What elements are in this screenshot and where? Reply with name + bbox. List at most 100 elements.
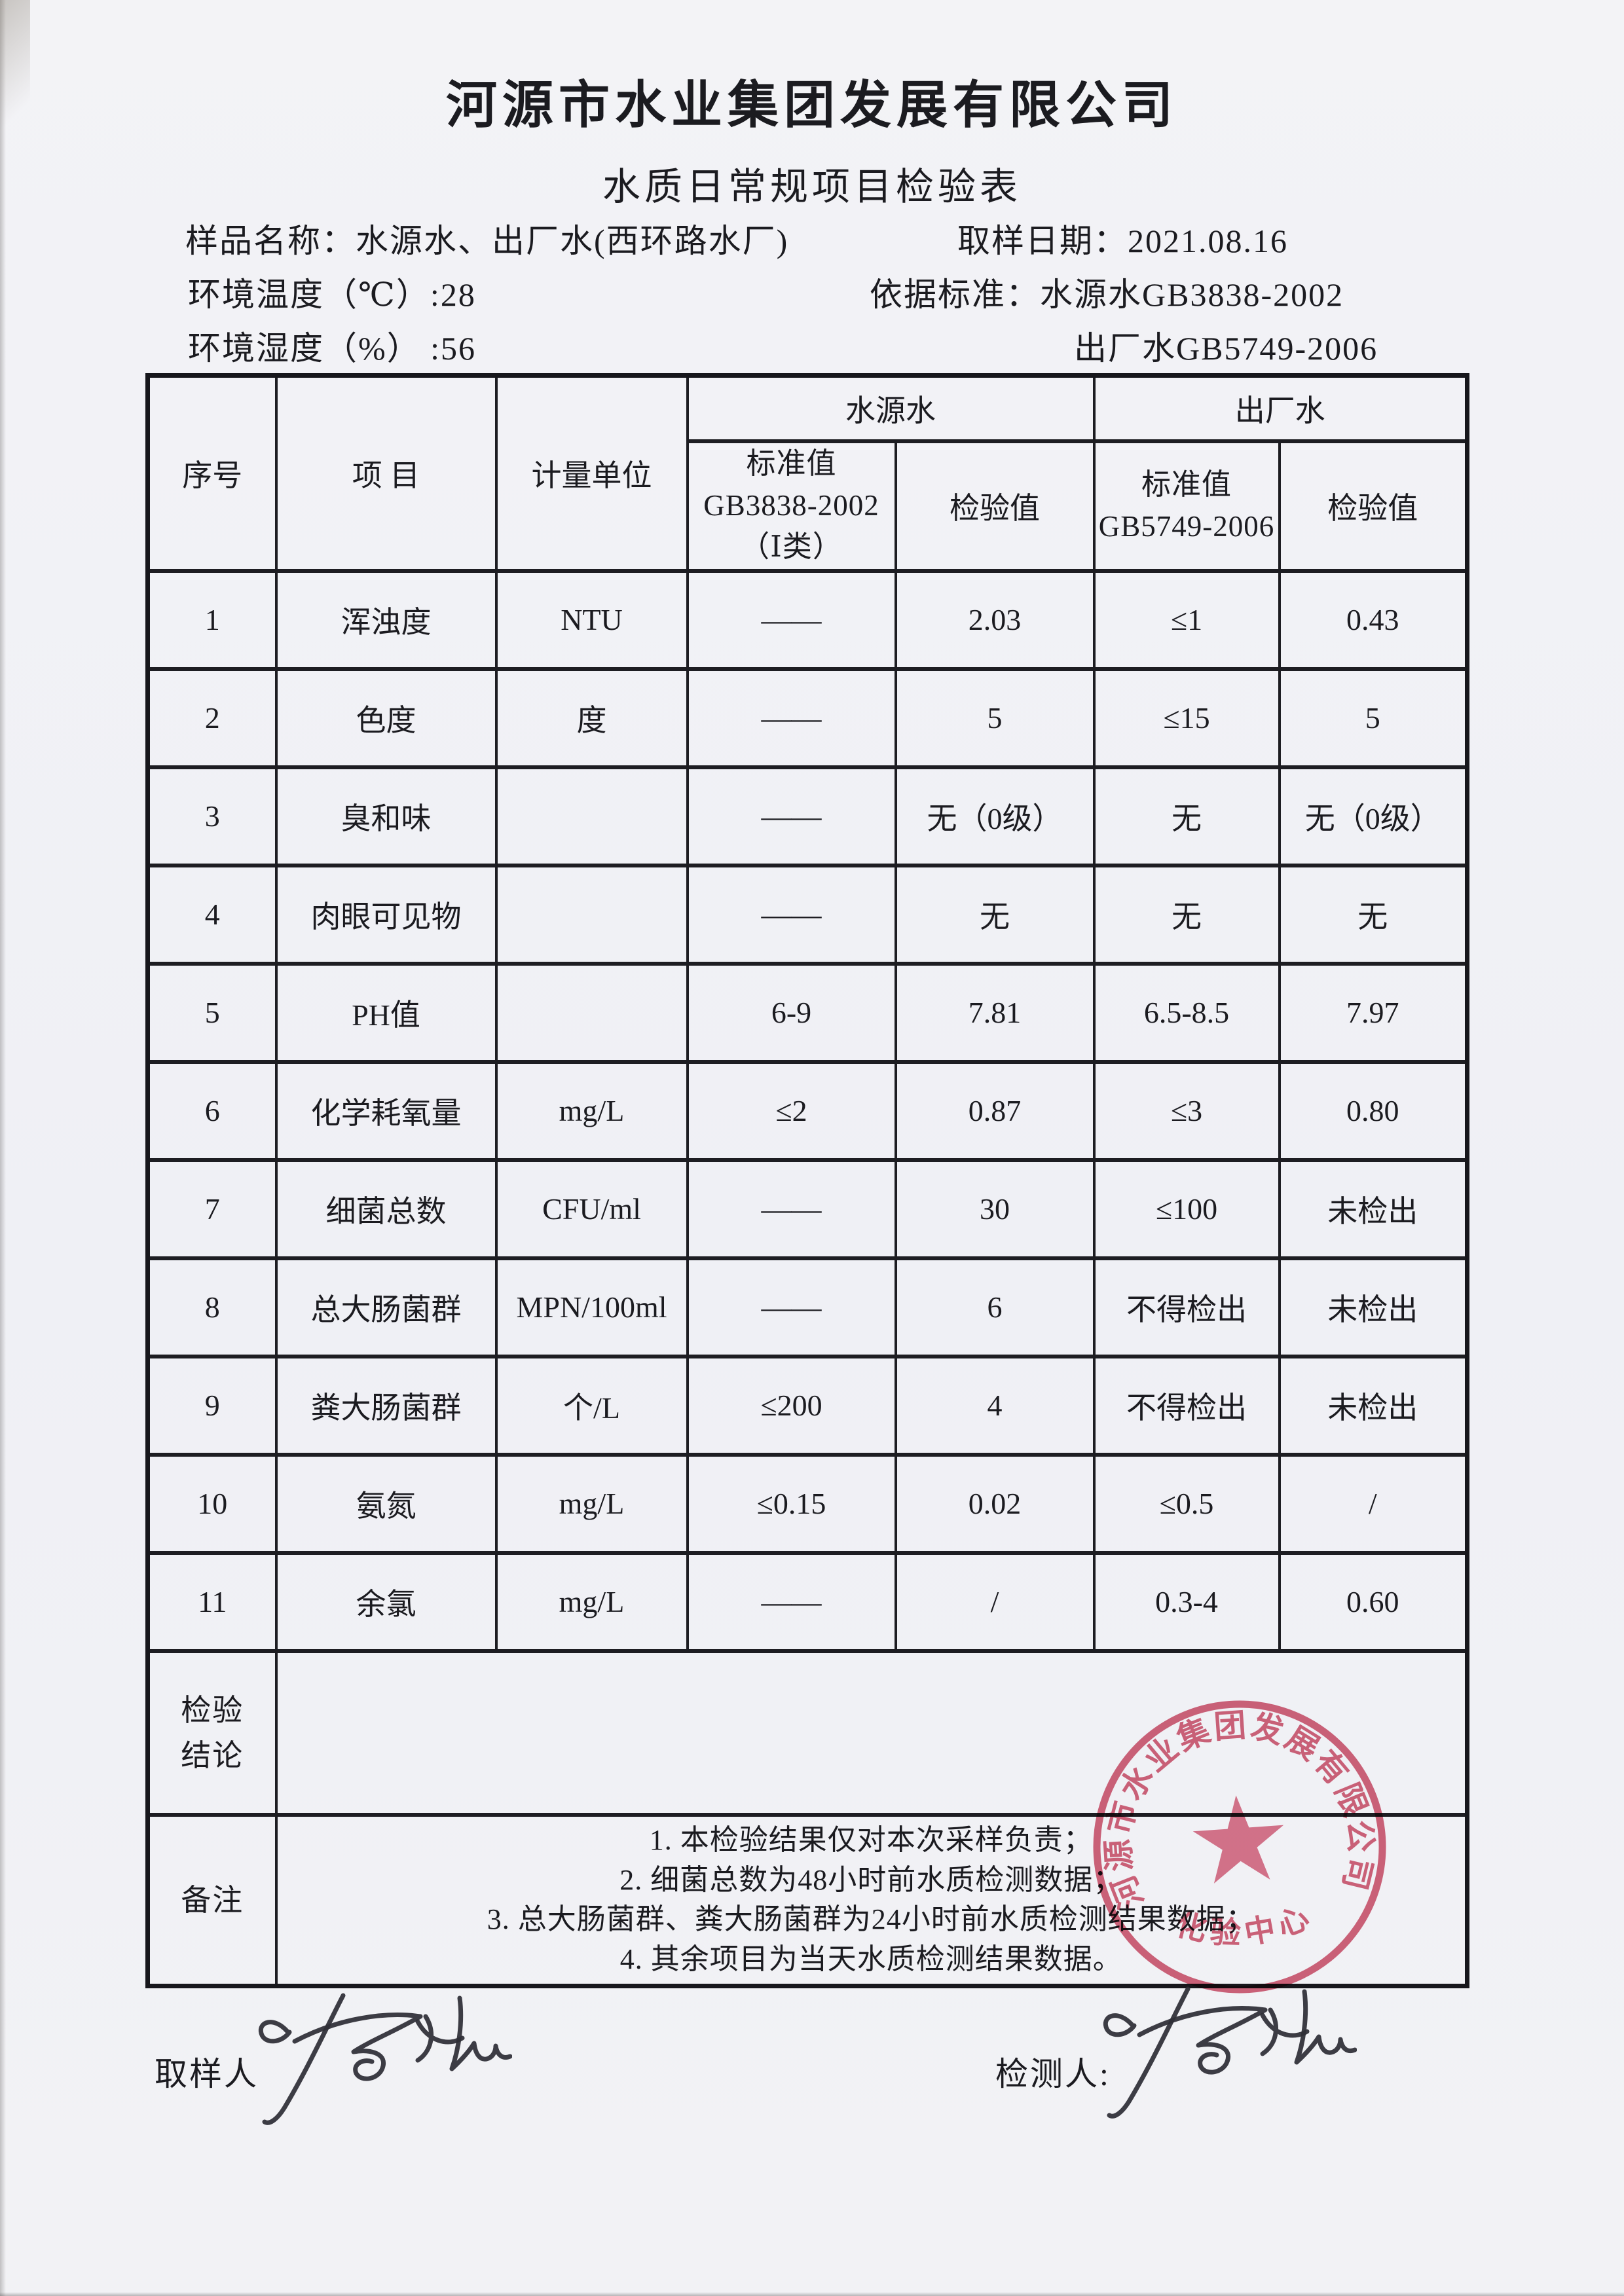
- table-row: 3 臭和味 —— 无（0级）无无（0级）: [146, 765, 1469, 867]
- cell-item: 余氯: [274, 1550, 498, 1653]
- cell-std_source: ——: [686, 1157, 897, 1260]
- cell-item: 总大肠菌群: [274, 1256, 498, 1358]
- conclusion-label-line2: 结论: [181, 1738, 244, 1772]
- cell-val_factory: 0.43: [1278, 568, 1469, 671]
- cell-no: 7: [146, 1157, 278, 1260]
- cell-val_factory: 未检出: [1278, 1157, 1469, 1260]
- standard-basis: 依据标准：水源水GB3838-2002: [870, 276, 1344, 313]
- tester-signature: [1103, 1986, 1357, 2119]
- table-row: 10 氨氮 mg/L ≤0.15 0.02 ≤0.5/: [146, 1452, 1469, 1555]
- col-header-checkvalue-source: 检验值: [894, 439, 1096, 573]
- table-header-group-row: 序号 项 目 计量单位 水源水 出厂水: [146, 373, 1469, 573]
- env-temperature: 环境温度（℃）:28: [188, 276, 476, 313]
- table-row: 5 PH值 6-9 7.81 6.5-8.5 7.97: [146, 961, 1469, 1064]
- company-title: 河源市水业集团发展有限公司: [445, 77, 1178, 134]
- cell-std_source: ——: [686, 568, 897, 671]
- scan-edge-bottom: [0, 2292, 1624, 2296]
- cell-unit: NTU: [494, 568, 689, 671]
- cell-unit: [494, 961, 689, 1064]
- cell-val_factory: 无（0级）: [1278, 765, 1469, 867]
- conclusion-label: 检验 结论: [146, 1649, 278, 1817]
- cell-val_source: 2.03: [894, 568, 1096, 671]
- sampler-label: 取样人: [155, 2056, 259, 2092]
- cell-val_source: 4: [894, 1354, 1096, 1457]
- cell-no: 3: [146, 765, 278, 867]
- cell-item: 氨氮: [274, 1452, 498, 1555]
- cell-std_source: ——: [686, 863, 897, 966]
- cell-no: 4: [146, 863, 278, 966]
- cell-no: 6: [146, 1059, 278, 1162]
- table-row: 6 化学耗氧量 mg/L ≤2 0.87 ≤3 0.80: [146, 1059, 1469, 1162]
- table-row: 8 总大肠菌群 MPN/100ml —— 6 不得检出 未检出: [146, 1256, 1469, 1358]
- cell-unit: [494, 863, 689, 966]
- remarks-label-text: 备注: [181, 1883, 244, 1917]
- cell-item: 肉眼可见物: [274, 863, 498, 966]
- col-group-factory-water: 出厂水: [1092, 373, 1469, 443]
- std-source-line3: （Ⅰ类）: [740, 530, 843, 564]
- conclusion-label-line1: 检验: [181, 1693, 244, 1727]
- cell-val_factory: /: [1278, 1452, 1469, 1555]
- cell-item: 色度: [274, 666, 498, 769]
- cell-unit: [494, 765, 689, 867]
- remarks-row: 备注 1. 本检验结果仅对本次采样负责； 2. 细菌总数为48小时前水质检测数据…: [146, 1812, 1469, 1988]
- table-row: 1 浑浊度 NTU —— 2.03 ≤1 0.43: [146, 568, 1469, 671]
- cell-no: 1: [146, 568, 278, 671]
- sample-date: 取样日期：2021.08.16: [957, 223, 1288, 259]
- cell-item: 细菌总数: [274, 1157, 498, 1260]
- cell-val_factory: 0.80: [1278, 1059, 1469, 1162]
- cell-val_factory: 未检出: [1278, 1354, 1469, 1457]
- cell-item: 浑浊度: [274, 568, 498, 671]
- cell-std_factory: 0.3-4: [1092, 1550, 1281, 1653]
- cell-std_factory: 不得检出: [1092, 1256, 1281, 1358]
- col-header-unit: 计量单位: [494, 373, 689, 573]
- cell-std_factory: ≤3: [1092, 1059, 1281, 1162]
- cell-std_factory: ≤15: [1092, 666, 1281, 769]
- remarks-body: 1. 本检验结果仅对本次采样负责； 2. 细菌总数为48小时前水质检测数据； 3…: [274, 1812, 1469, 1988]
- table-header-sub-row: 标准值 GB3838-2002 （Ⅰ类） 检验值 标准值 GB5749-2006…: [148, 439, 1469, 573]
- remark-note-2: 2. 细菌总数为48小时前水质检测数据；: [619, 1863, 1123, 1896]
- cell-std_factory: ≤0.5: [1092, 1452, 1281, 1555]
- remark-note-1: 1. 本检验结果仅对本次采样负责；: [649, 1823, 1093, 1856]
- cell-no: 8: [146, 1256, 278, 1358]
- cell-std_factory: 6.5-8.5: [1092, 961, 1281, 1064]
- scan-corner-shadow: [0, 0, 30, 157]
- col-header-item: 项 目: [274, 373, 498, 573]
- cell-std_factory: 无: [1092, 765, 1281, 867]
- table-row: 7 细菌总数 CFU/ml —— 30 ≤100 未检出: [146, 1157, 1469, 1260]
- cell-item: PH值: [274, 961, 498, 1064]
- sample-name: 样品名称：水源水、出厂水(西环路水厂): [185, 223, 789, 259]
- cell-val_factory: 未检出: [1278, 1256, 1469, 1358]
- cell-std_source: ——: [686, 765, 897, 867]
- scan-edge-left: [0, 0, 6, 2296]
- cell-item: 臭和味: [274, 765, 498, 867]
- cell-unit: mg/L: [494, 1452, 689, 1555]
- cell-no: 10: [146, 1452, 278, 1555]
- std-factory-line1: 标准值: [1141, 467, 1232, 501]
- remark-note-4: 4. 其余项目为当天水质检测结果数据。: [619, 1942, 1122, 1975]
- cell-unit: 度: [494, 666, 689, 769]
- col-header-checkvalue-factory: 检验值: [1278, 439, 1469, 573]
- col-header-no: 序号: [146, 373, 278, 573]
- cell-val_source: 5: [894, 666, 1096, 769]
- col-group-source-water: 水源水: [686, 373, 1096, 443]
- cell-unit: MPN/100ml: [494, 1256, 689, 1358]
- doc-title: 水质日常规项目检验表: [602, 166, 1022, 208]
- cell-no: 5: [146, 961, 278, 1064]
- sampler-signature: [258, 1993, 512, 2125]
- cell-val_source: 0.87: [894, 1059, 1096, 1162]
- cell-no: 9: [146, 1354, 278, 1457]
- std-source-line2: GB3838-2002: [703, 488, 879, 522]
- remark-note-3: 3. 总大肠菌群、粪大肠菌群为24小时前水质检测结果数据；: [487, 1903, 1255, 1936]
- cell-val_source: /: [894, 1550, 1096, 1653]
- cell-std_factory: 无: [1092, 863, 1281, 966]
- cell-std_source: 6-9: [686, 961, 897, 1064]
- table-row: 9 粪大肠菌群 个/L ≤200 4 不得检出 未检出: [146, 1354, 1469, 1457]
- cell-item: 化学耗氧量: [274, 1059, 498, 1162]
- cell-val_factory: 0.60: [1278, 1550, 1469, 1653]
- cell-std_source: ——: [686, 1550, 897, 1653]
- cell-val_source: 6: [894, 1256, 1096, 1358]
- cell-val_source: 无: [894, 863, 1096, 966]
- cell-val_source: 30: [894, 1157, 1096, 1260]
- conclusion-value: [274, 1649, 1469, 1817]
